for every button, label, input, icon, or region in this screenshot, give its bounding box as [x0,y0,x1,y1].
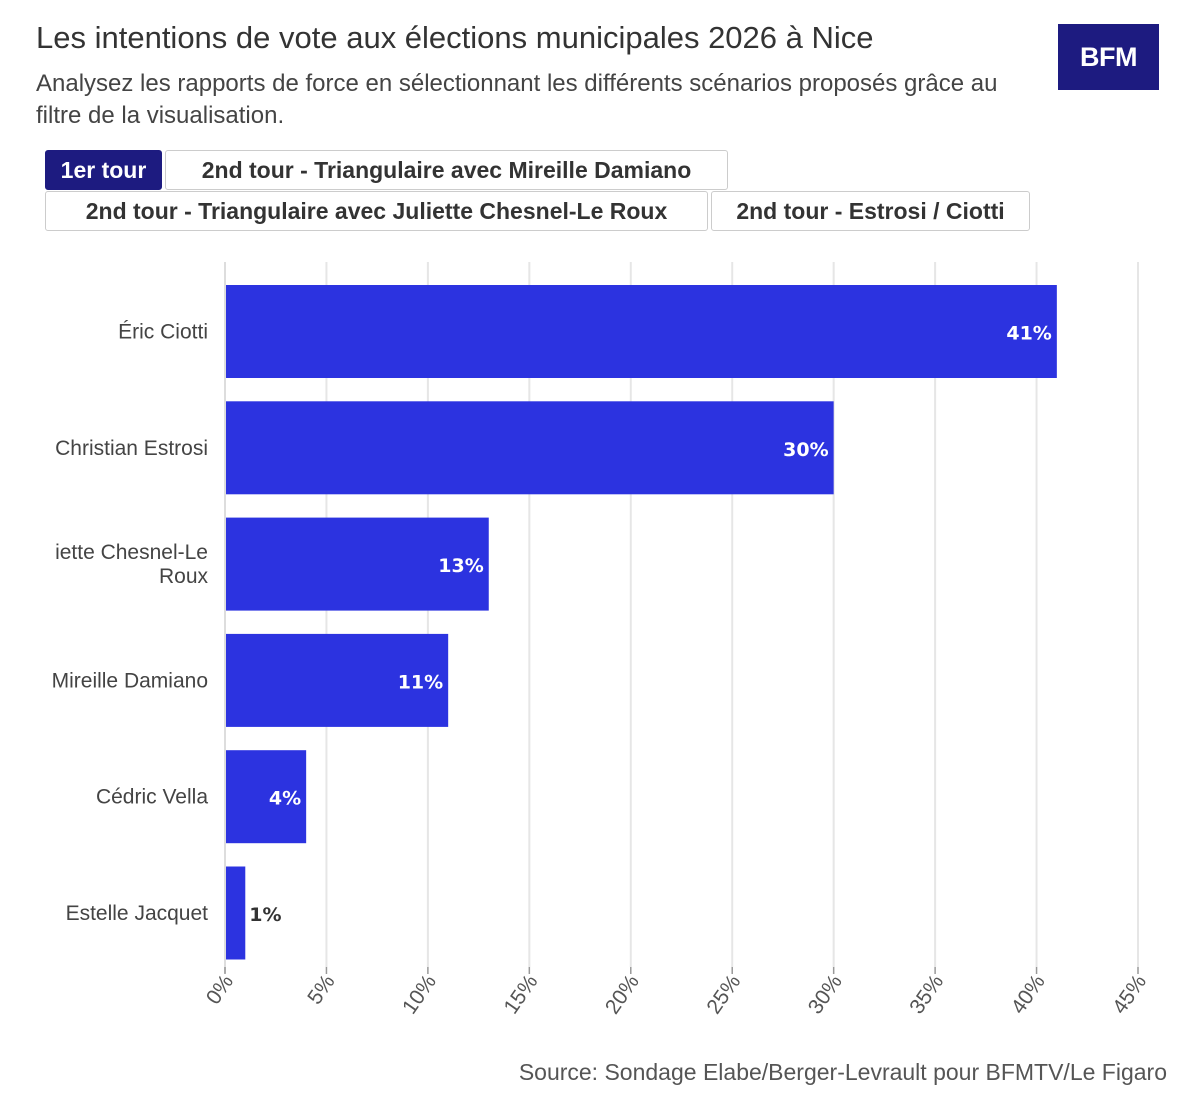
tick-label: 10% [398,971,441,1019]
category-label: Estelle Jacquet [66,902,209,925]
category-label: Christian Estrosi [55,437,208,460]
bar [225,401,834,495]
tick-label: 5% [303,971,339,1009]
data-label: 11% [398,671,443,693]
bar [225,517,489,611]
tick-label: 30% [804,971,847,1019]
data-label: 4% [269,788,301,810]
category-label: Mireille Damiano [52,669,208,692]
bar [225,750,307,844]
tick-label: 0% [202,971,238,1009]
chart-subtitle: Analysez les rapports de force en sélect… [36,70,998,129]
tab-triangulaire-chesnel-le-roux[interactable]: 2nd tour - Triangulaire avec Juliette Ch… [45,191,708,231]
category-label: Roux [159,565,209,588]
bar [225,285,1057,378]
tick-label: 25% [702,971,745,1019]
data-label: 41% [1006,323,1051,345]
tab-triangulaire-damiano[interactable]: 2nd tour - Triangulaire avec Mireille Da… [165,150,728,190]
tab-estrosi-ciotti[interactable]: 2nd tour - Estrosi / Ciotti [711,191,1030,231]
category-label: Cédric Vella [96,786,208,809]
source-note: Source: Sondage Elabe/Berger-Levrault po… [518,1059,1167,1085]
bar [225,866,246,960]
tick-label: 20% [601,971,644,1019]
data-label: 1% [249,904,281,926]
tick-label: 45% [1108,971,1151,1019]
bar [225,633,449,727]
data-label: 30% [783,439,828,461]
data-label: 13% [438,555,483,577]
category-label: Éric Ciotti [118,321,208,344]
tick-label: 40% [1007,971,1050,1019]
tick-label: 35% [905,971,948,1019]
tab-1er-tour[interactable]: 1er tour [45,150,162,190]
tick-label: 15% [499,971,542,1019]
bfm-logo: BFM [1058,24,1159,90]
chart-title: Les intentions de vote aux élections mun… [36,20,874,55]
category-label: iette Chesnel-Le [55,541,208,564]
